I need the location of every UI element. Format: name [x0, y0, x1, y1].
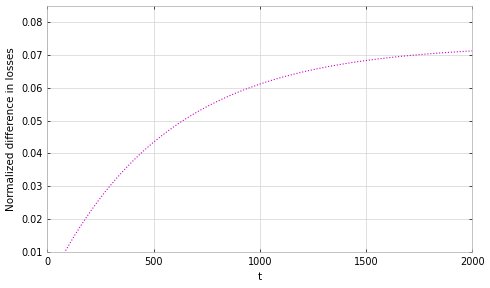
X-axis label: t: t [258, 272, 262, 283]
Y-axis label: Normalized difference in losses: Normalized difference in losses [5, 47, 16, 211]
